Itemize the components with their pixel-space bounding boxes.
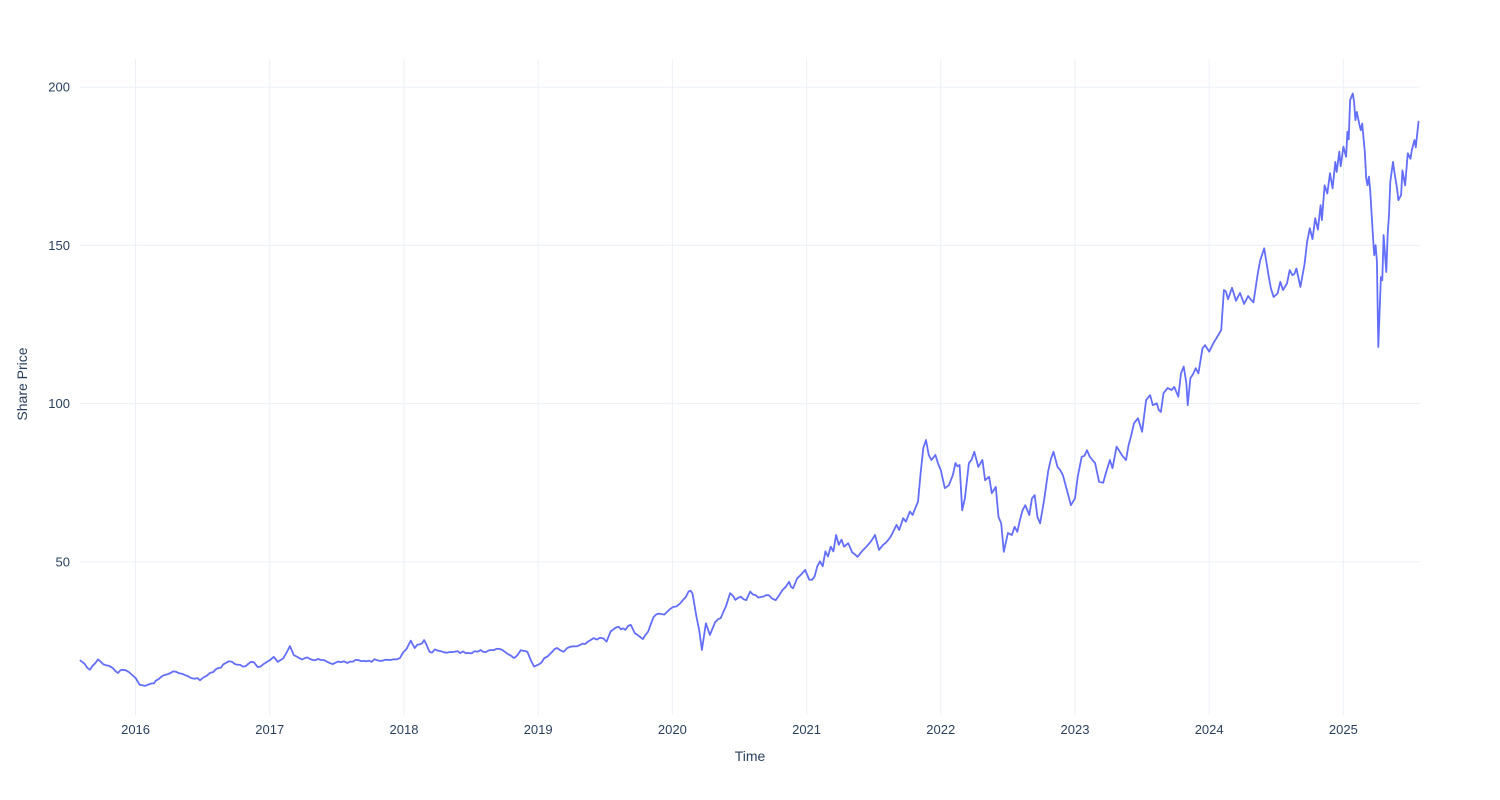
x-tick-label: 2023 [1061, 722, 1090, 737]
y-tick-label: 100 [48, 396, 70, 411]
x-tick-label: 2024 [1195, 722, 1224, 737]
axis-ticks: 2016 2017 2018 2019 2020 2021 2022 2023 2024 2025… [48, 80, 1358, 737]
y-axis-title: Share Price [14, 347, 30, 420]
x-tick-label: 2019 [524, 722, 553, 737]
y-tick-label: 200 [48, 80, 70, 95]
price-line-series[interactable] [79, 92, 1420, 687]
x-tick-label: 2020 [658, 722, 687, 737]
x-tick-label: 2017 [255, 722, 284, 737]
gridlines [80, 59, 1420, 715]
y-tick-label: 150 [48, 238, 70, 253]
y-tick-label: 50 [56, 554, 70, 569]
x-tick-label: 2021 [792, 722, 821, 737]
x-tick-label: 2022 [926, 722, 955, 737]
x-tick-label: 2018 [390, 722, 419, 737]
x-tick-label: 2016 [121, 722, 150, 737]
x-tick-label: 2025 [1329, 722, 1358, 737]
x-axis-title: Time [735, 748, 766, 764]
series-layer [79, 92, 1420, 687]
plot-area[interactable] [80, 59, 1420, 710]
